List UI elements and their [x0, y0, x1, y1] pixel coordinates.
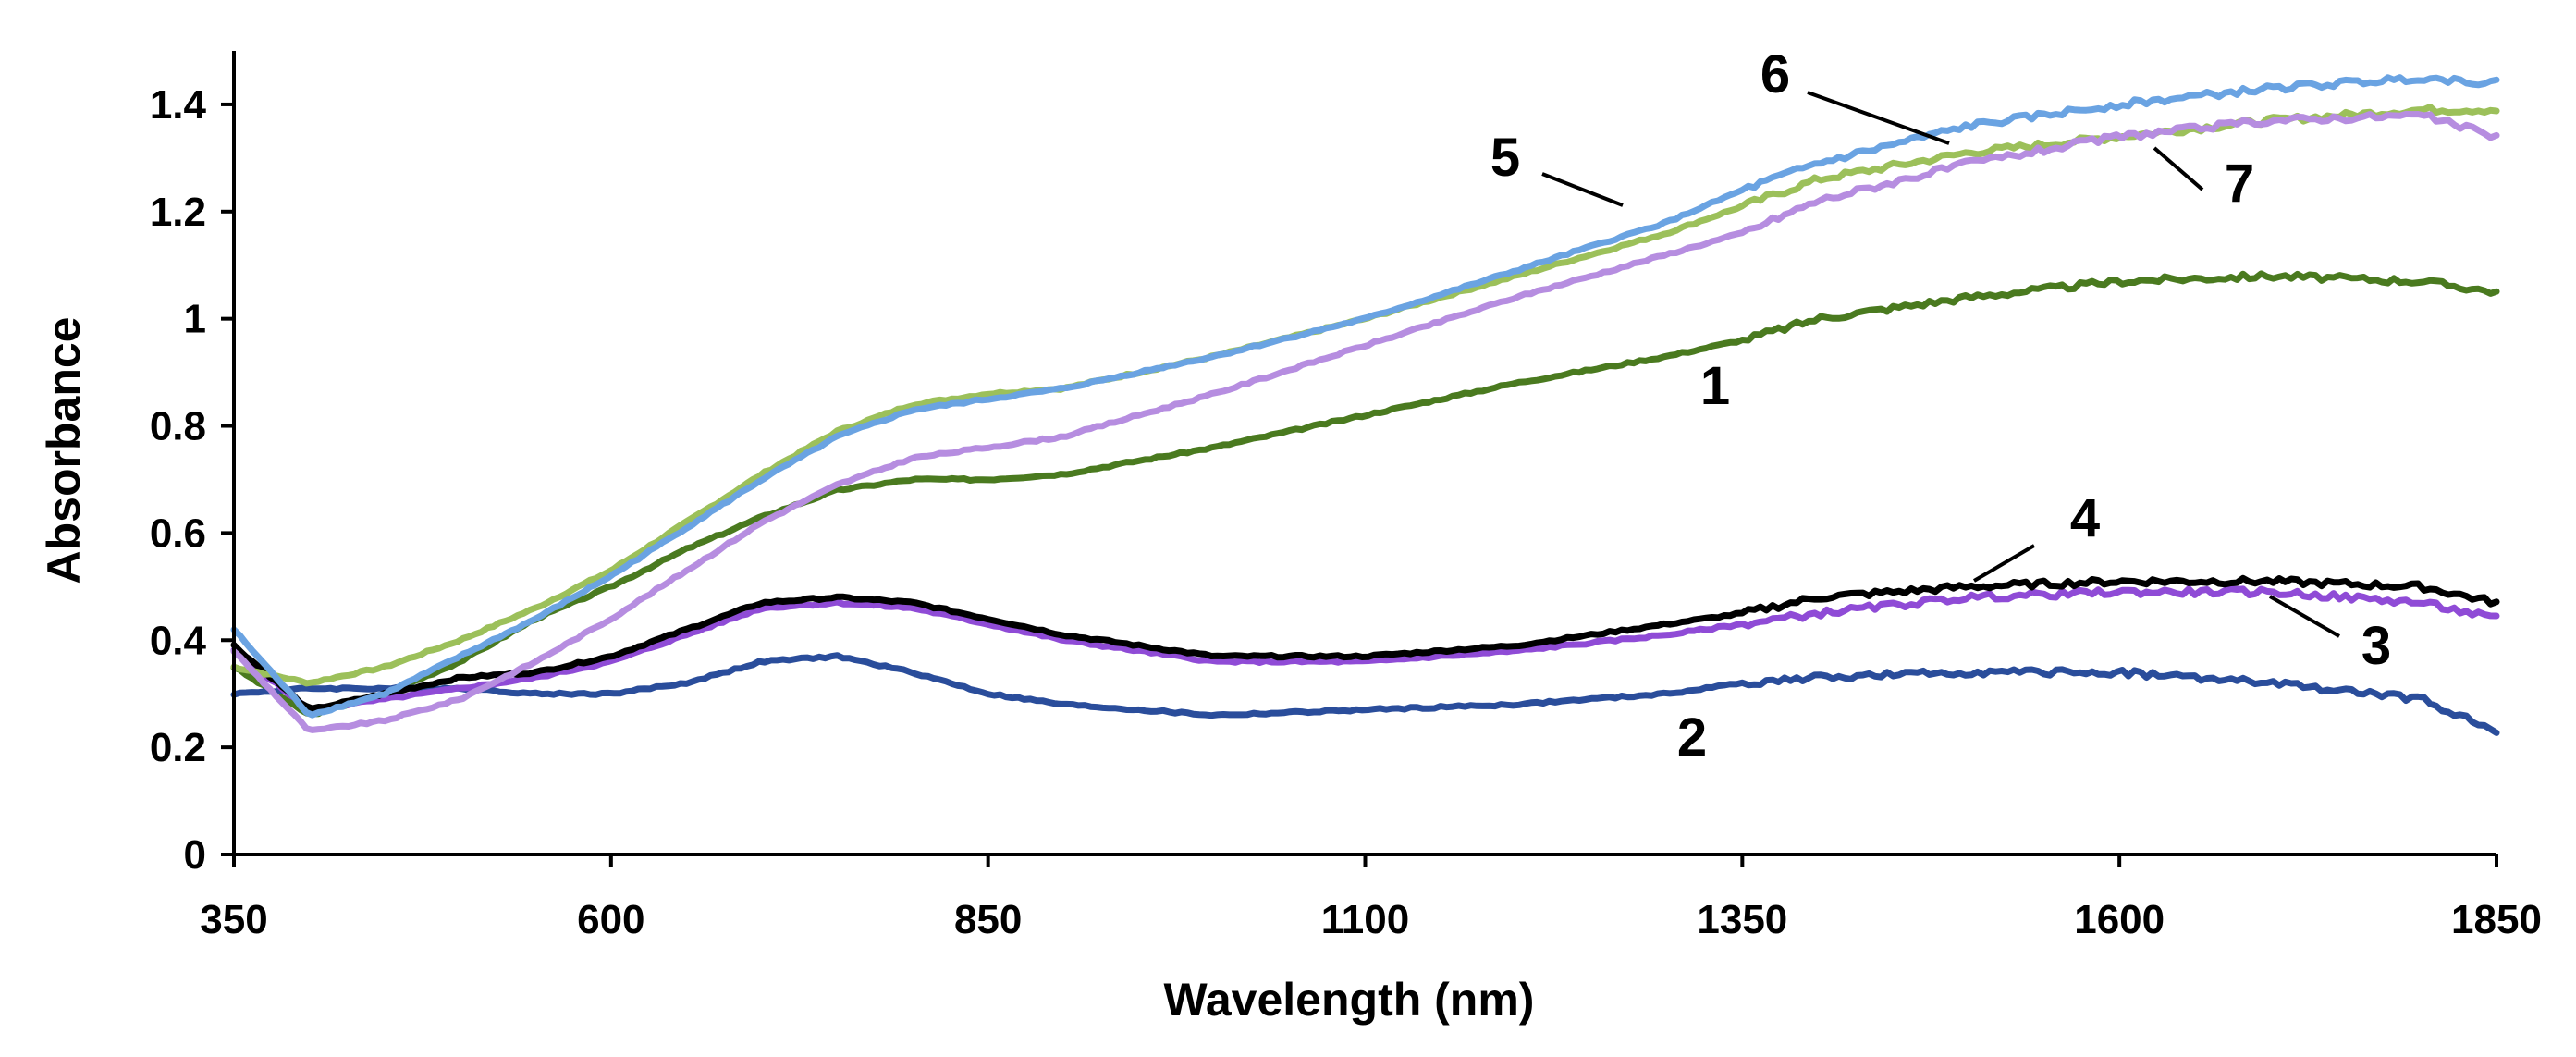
x-tick-label: 850	[954, 897, 1022, 942]
y-tick-label: 1.4	[150, 82, 207, 128]
tick-labels: 0 0.2 0.4 0.6 0.8 1 1.2 1.4 350 600 850 1100 1350 160…	[150, 82, 2542, 942]
series-6-leader	[1807, 91, 1950, 145]
series-6-line	[230, 74, 2500, 719]
series-7-leader	[2153, 146, 2204, 191]
series-5-callout: 5	[1490, 128, 1520, 188]
x-tick-label: 1600	[2074, 897, 2165, 942]
y-tick-label: 0.6	[150, 510, 206, 556]
x-tick-label: 600	[577, 897, 644, 942]
series-1-callout: 1	[1700, 356, 1730, 416]
series-3-leader	[2269, 595, 2340, 638]
y-tick-label: 0.2	[150, 725, 206, 770]
series-7-line	[230, 110, 2500, 733]
y-tick-label: 0.4	[150, 618, 207, 663]
y-tick-label: 0.8	[150, 404, 206, 449]
series-3-line	[230, 585, 2500, 714]
series-2-line	[230, 652, 2500, 736]
y-tick-label: 1.2	[150, 190, 206, 235]
x-tick-label: 1100	[1321, 897, 1409, 942]
series-1-line	[230, 270, 2500, 718]
axes	[221, 51, 2498, 867]
series-4-line	[230, 574, 2500, 712]
x-tick-label: 1350	[1697, 897, 1787, 942]
series-5-leader	[1541, 172, 1624, 207]
series-4-callout: 4	[2070, 488, 2100, 548]
y-axis-title: Absorbance	[38, 317, 90, 584]
x-axis-title: Wavelength (nm)	[1164, 974, 1535, 1026]
y-tick-label: 1	[184, 297, 206, 342]
series-3-callout: 3	[2361, 616, 2391, 676]
y-tick-label: 0	[184, 832, 206, 878]
x-tick-label: 350	[200, 897, 267, 942]
plot-area	[230, 74, 2500, 736]
series-7-callout: 7	[2225, 154, 2254, 214]
series-callouts: 1 2 3 4 5 6 7	[1490, 44, 2391, 768]
series-2-callout: 2	[1677, 707, 1707, 768]
series-4-leader	[1972, 544, 2036, 583]
x-tick-label: 1850	[2451, 897, 2542, 942]
series-6-callout: 6	[1760, 44, 1790, 104]
